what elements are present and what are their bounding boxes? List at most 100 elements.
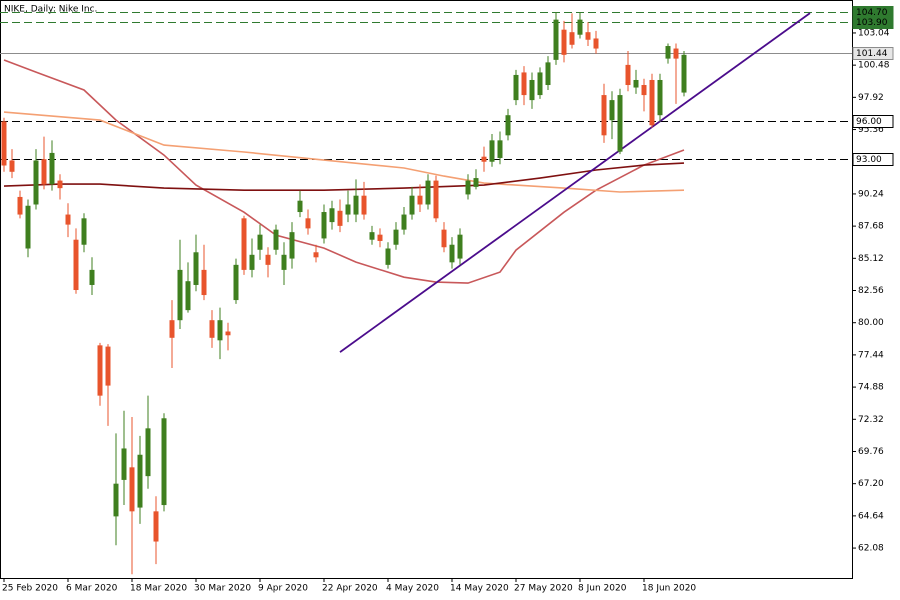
y-tick-label: 90.24 <box>858 189 884 199</box>
candle-body <box>481 156 487 162</box>
candle-body <box>73 239 79 291</box>
candle-body <box>297 200 303 213</box>
candle-body <box>97 345 103 396</box>
candle-body <box>545 62 551 86</box>
chart-title: NIKE, Daily: Nike Inc. <box>4 5 97 15</box>
candle-body <box>113 483 119 517</box>
x-tick-label: 6 Mar 2020 <box>66 584 118 594</box>
candle-body <box>1 121 7 166</box>
candle-body <box>641 85 647 96</box>
candle-body <box>209 320 215 338</box>
candle-body <box>81 218 87 245</box>
candle-body <box>665 46 671 59</box>
level-label: 96.00 <box>856 117 882 127</box>
y-tick-label: 67.20 <box>858 479 884 489</box>
y-tick-label: 100.48 <box>858 61 890 71</box>
candle-body <box>449 244 455 263</box>
candle-body <box>153 511 159 542</box>
candle-body <box>321 212 327 239</box>
level-label-box <box>852 115 894 128</box>
candle-body <box>457 234 463 259</box>
candle-body <box>601 95 607 136</box>
candle-body <box>569 32 575 45</box>
candle-body <box>17 196 23 215</box>
candle-body <box>433 180 439 219</box>
candle-body <box>265 254 271 265</box>
candle-body <box>225 331 231 336</box>
candle-body <box>497 140 503 158</box>
x-tick-label: 22 Apr 2020 <box>322 584 378 594</box>
candle-body <box>313 252 319 258</box>
candle-body <box>289 232 295 259</box>
candle-body <box>361 195 367 215</box>
candle-body <box>441 229 447 248</box>
x-tick-label: 9 Apr 2020 <box>258 584 308 594</box>
candle-body <box>473 178 479 187</box>
candle-body <box>577 19 583 35</box>
candle-body <box>377 234 383 241</box>
candle-body <box>585 32 591 40</box>
candle-body <box>561 29 567 55</box>
y-tick-label: 85.12 <box>858 254 884 264</box>
candle-body <box>521 72 527 96</box>
candle-body <box>465 180 471 195</box>
y-tick-label: 103.04 <box>858 28 890 38</box>
candle-body <box>345 204 351 215</box>
x-tick-label: 8 Jun 2020 <box>578 584 627 594</box>
candle-body <box>337 210 343 226</box>
candle-body <box>89 269 95 285</box>
candle-body <box>129 467 135 512</box>
x-tick-label: 18 Mar 2020 <box>130 584 187 594</box>
candle-body <box>305 218 311 229</box>
candle-body <box>177 269 183 321</box>
candle-body <box>233 264 239 301</box>
candle-body <box>201 269 207 296</box>
candle-body <box>401 214 407 230</box>
candle-body <box>185 281 191 311</box>
candle-body <box>33 160 39 205</box>
x-tick-label: 4 May 2020 <box>386 584 439 594</box>
candle-body <box>329 208 335 223</box>
level-label: 101.44 <box>856 49 888 59</box>
candle-body <box>633 79 639 88</box>
level-label-box <box>852 16 894 29</box>
y-tick-label: 72.32 <box>858 415 884 425</box>
candle-body <box>217 320 223 341</box>
candle-body <box>625 64 631 86</box>
y-tick-label: 97.92 <box>858 93 884 103</box>
level-label-box <box>852 153 894 166</box>
moving-average <box>3 111 685 193</box>
x-tick-label: 27 May 2020 <box>514 584 573 594</box>
y-tick-label: 74.88 <box>858 383 884 393</box>
candle-body <box>137 454 143 508</box>
candle-body <box>593 38 599 49</box>
candle-body <box>657 79 663 116</box>
x-tick-label: 30 Mar 2020 <box>194 584 251 594</box>
candle-body <box>241 218 247 270</box>
candle-body <box>41 159 47 185</box>
y-tick-label: 80.00 <box>858 318 884 328</box>
y-tick-label: 95.36 <box>858 125 884 135</box>
y-tick-label: 64.64 <box>858 511 884 521</box>
y-tick-label: 87.68 <box>858 222 884 232</box>
candle-body <box>57 180 63 189</box>
y-tick-label: 82.56 <box>858 286 884 296</box>
candle-body <box>617 95 623 152</box>
candle-body <box>9 160 15 172</box>
candle-body <box>169 320 175 338</box>
plot-frame <box>0 0 853 579</box>
candle-body <box>673 48 679 59</box>
candle-body <box>553 19 559 60</box>
candle-body <box>257 234 263 250</box>
candle-body <box>49 152 55 185</box>
candle-body <box>529 79 535 101</box>
x-tick-label: 18 Jun 2020 <box>642 584 696 594</box>
candle-body <box>353 195 359 215</box>
candle-body <box>121 448 127 480</box>
candle-body <box>609 100 615 121</box>
candle-body <box>425 180 431 205</box>
y-tick-label: 77.44 <box>858 350 884 360</box>
candle-body <box>537 72 543 96</box>
